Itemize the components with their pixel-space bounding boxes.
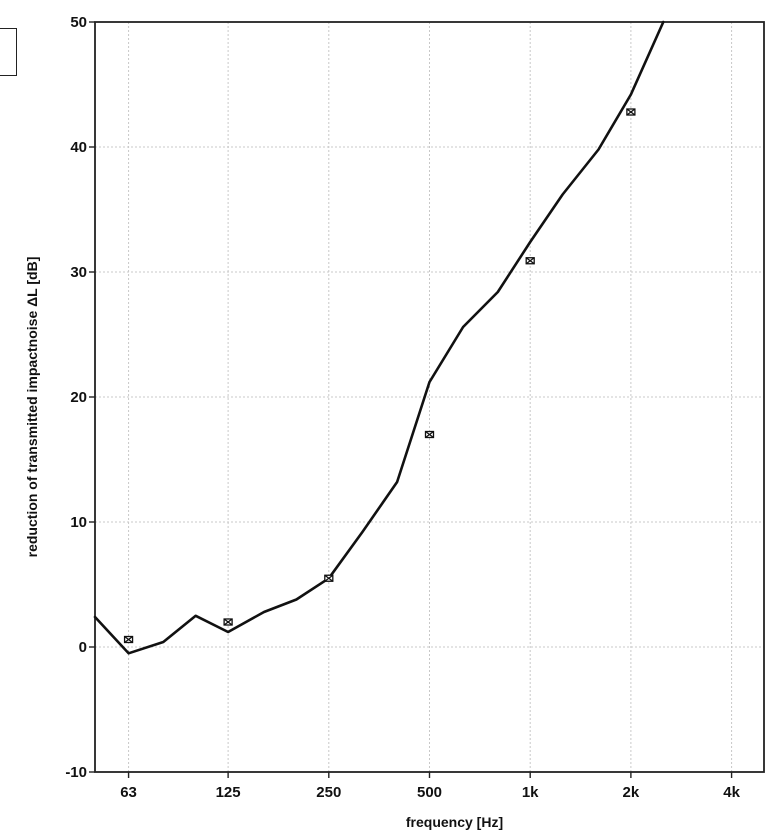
marker-cross [324, 574, 334, 582]
data-point-marker [626, 108, 636, 116]
x-tick-label: 63 [120, 784, 137, 801]
y-tick-label: -10 [65, 764, 87, 781]
data-point-marker [525, 257, 535, 265]
x-tick-label: 250 [316, 784, 341, 801]
data-series [93, 20, 665, 655]
series-line [93, 20, 665, 655]
data-point-marker [123, 635, 134, 644]
y-tick-label: 20 [70, 389, 87, 406]
x-tick-label: 1k [522, 784, 539, 801]
y-tick-label: 0 [79, 639, 87, 656]
y-tick-label: 10 [70, 514, 87, 531]
data-point-marker [324, 574, 334, 582]
marker-cross [124, 635, 133, 644]
y-tick-label: 50 [70, 14, 87, 31]
marker-cross [525, 257, 535, 265]
marker-cross [223, 618, 233, 626]
y-tick-label: 30 [70, 264, 87, 281]
marker-cross [626, 108, 636, 116]
data-point-marker [223, 618, 233, 626]
x-tick-label: 500 [417, 784, 442, 801]
x-tick-label: 4k [723, 784, 740, 801]
x-tick-label: 2k [623, 784, 640, 801]
marker-cross [425, 430, 434, 439]
y-tick-label: 40 [70, 139, 87, 156]
legend-box [0, 28, 17, 76]
x-axis-label: frequency [Hz] [406, 814, 503, 830]
grid-lines [95, 22, 764, 772]
y-axis-label: reduction of transmitted impactnoise ΔL … [24, 257, 40, 558]
axes: 63 125 250 500 1k 2k 4k -10 0 10 20 30 40 50 [65, 14, 740, 801]
x-tick-label: 125 [216, 784, 241, 801]
data-point-marker [424, 430, 435, 439]
